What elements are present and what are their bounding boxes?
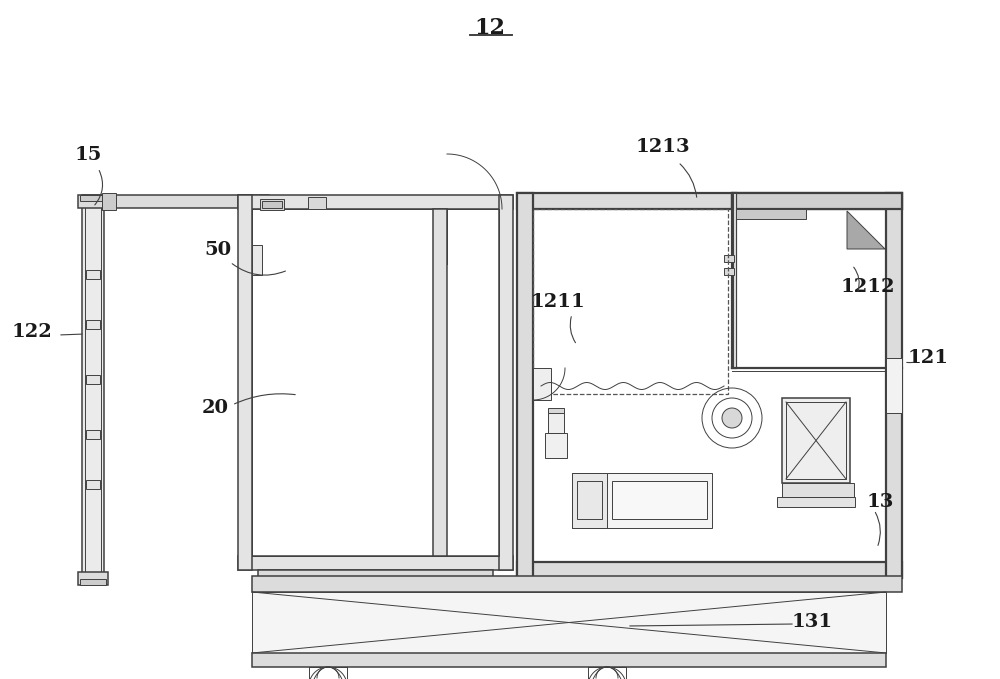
Text: 15: 15 [74, 146, 102, 164]
Bar [262, 201, 282, 208]
Bar [886, 358, 902, 413]
Bar [577, 481, 602, 519]
Bar [886, 193, 902, 578]
Bar [86, 480, 100, 489]
Bar [732, 193, 902, 209]
Bar [736, 209, 806, 219]
Bar [238, 556, 513, 570]
Text: 1213: 1213 [636, 138, 690, 156]
Bar [238, 195, 252, 570]
Bar [517, 562, 902, 578]
Bar [777, 497, 855, 507]
Bar [260, 199, 284, 210]
Bar [548, 411, 564, 433]
Bar [533, 209, 728, 394]
Bar [78, 572, 108, 585]
Bar [533, 209, 886, 562]
Text: 1211: 1211 [531, 293, 585, 311]
Bar [82, 195, 104, 585]
Bar [732, 193, 736, 368]
Bar [86, 430, 100, 439]
Text: 131: 131 [791, 613, 833, 631]
Bar [102, 193, 116, 210]
Bar [782, 483, 854, 497]
Bar [86, 270, 100, 279]
Text: 12: 12 [475, 17, 506, 39]
Polygon shape [847, 211, 885, 249]
Bar [724, 268, 734, 275]
Text: 122: 122 [12, 323, 52, 341]
Text: 1212: 1212 [841, 278, 895, 296]
Bar [572, 473, 607, 528]
Bar [724, 255, 734, 262]
Bar [545, 433, 567, 458]
Bar [238, 195, 513, 209]
Bar [786, 402, 846, 479]
Bar [80, 195, 106, 201]
Bar [782, 398, 850, 483]
Bar [612, 481, 707, 519]
Bar [78, 195, 108, 208]
Text: 13: 13 [866, 493, 894, 511]
Bar [308, 197, 326, 209]
Bar [252, 245, 262, 275]
Bar [86, 375, 100, 384]
Text: 20: 20 [202, 399, 228, 417]
Bar [433, 209, 447, 556]
Text: 50: 50 [204, 241, 232, 259]
Bar [104, 195, 269, 208]
Bar [86, 320, 100, 329]
Bar [572, 473, 712, 528]
Bar [252, 576, 902, 592]
Circle shape [722, 408, 742, 428]
Text: 121: 121 [908, 349, 948, 367]
Bar [80, 579, 106, 585]
Bar [517, 193, 902, 209]
Bar [499, 195, 513, 570]
Bar [258, 570, 493, 588]
Bar [252, 592, 886, 653]
Bar [252, 209, 499, 556]
Bar [252, 653, 886, 667]
Bar [548, 408, 564, 413]
Bar [517, 193, 533, 578]
Bar [533, 368, 551, 400]
Bar [733, 193, 736, 368]
Bar [85, 199, 101, 581]
